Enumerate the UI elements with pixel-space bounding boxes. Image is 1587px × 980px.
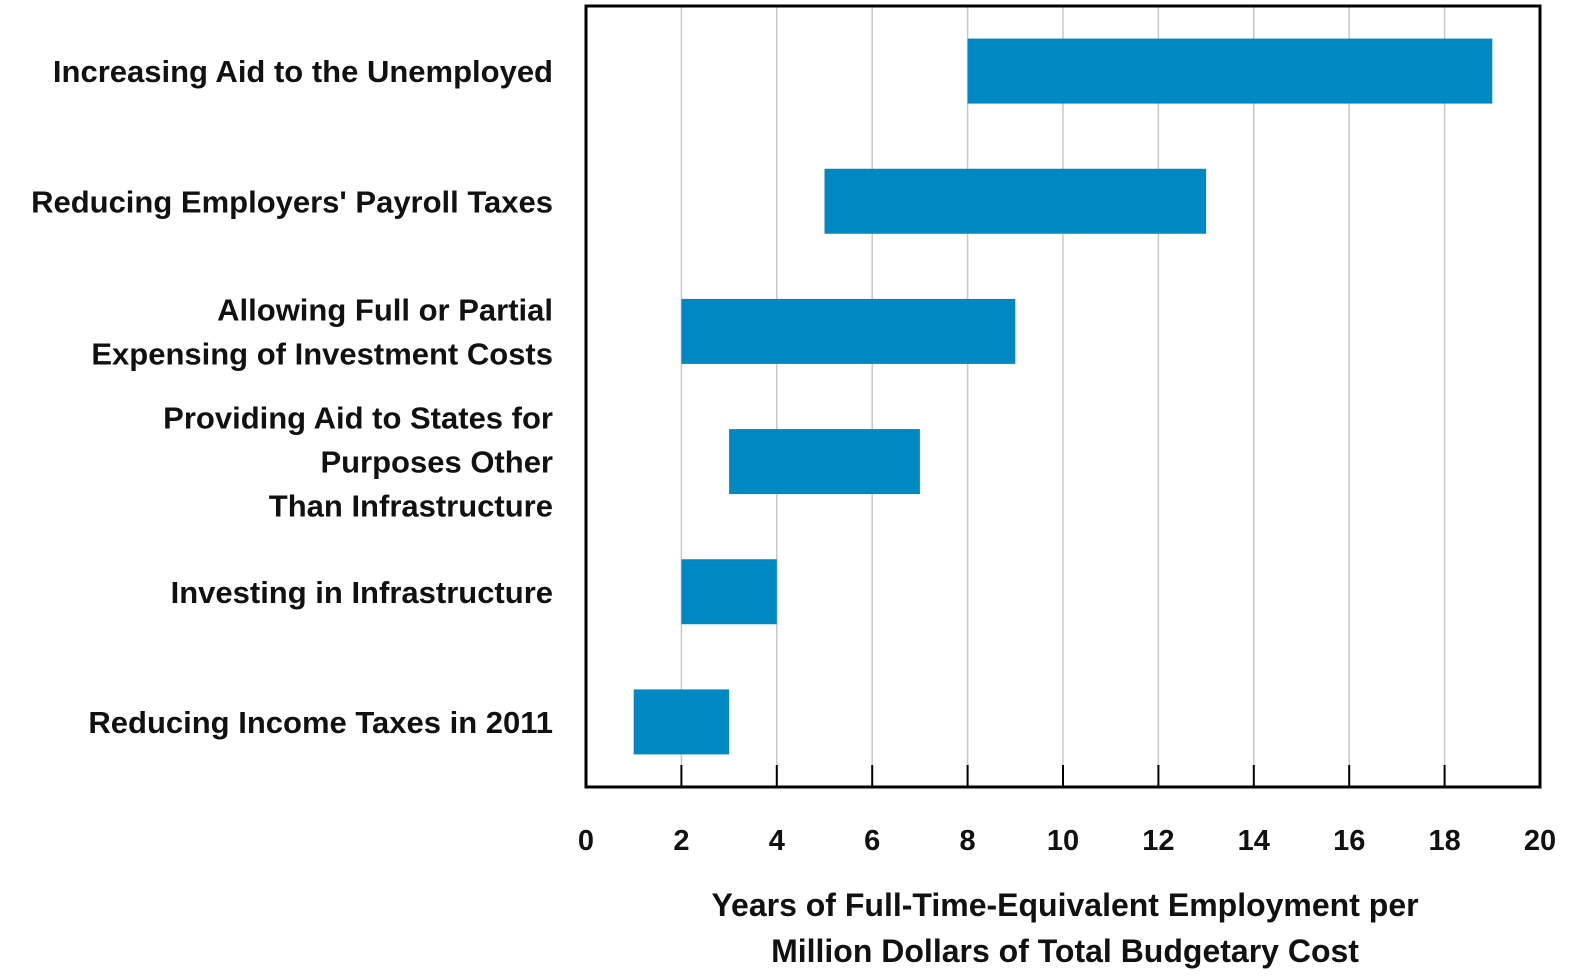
x-axis-title-line: Million Dollars of Total Budgetary Cost bbox=[771, 933, 1359, 969]
bar bbox=[824, 168, 1207, 234]
x-tick-label: 2 bbox=[673, 825, 689, 857]
category-label: Purposes Other bbox=[320, 445, 553, 480]
category-label: Than Infrastructure bbox=[269, 489, 553, 524]
x-tick-label: 12 bbox=[1142, 825, 1174, 857]
bar bbox=[681, 298, 1016, 364]
x-tick-label: 14 bbox=[1238, 825, 1270, 857]
category-label: Reducing Employers' Payroll Taxes bbox=[31, 184, 553, 219]
x-tick-label: 20 bbox=[1524, 825, 1556, 857]
x-axis-title-line: Years of Full-Time-Equivalent Employment… bbox=[711, 887, 1418, 923]
category-label: Allowing Full or Partial bbox=[217, 292, 553, 327]
x-tick-label: 6 bbox=[864, 825, 880, 857]
category-label: Reducing Income Taxes in 2011 bbox=[88, 705, 553, 740]
x-tick-label: 16 bbox=[1333, 825, 1365, 857]
x-tick-label: 0 bbox=[578, 825, 594, 857]
plot-border bbox=[584, 4, 1542, 789]
x-tick-label: 8 bbox=[960, 825, 976, 857]
x-tick-labels: 0 2 4 6 8 10 12 14 16 18 20 bbox=[578, 825, 1556, 857]
plot-frame bbox=[584, 4, 1542, 789]
bar bbox=[681, 559, 777, 625]
category-label: Increasing Aid to the Unemployed bbox=[53, 54, 553, 89]
category-label: Expensing of Investment Costs bbox=[91, 336, 553, 371]
x-axis-title: Years of Full-Time-Equivalent Employment… bbox=[711, 887, 1418, 969]
category-label: Investing in Infrastructure bbox=[171, 575, 553, 610]
bar bbox=[729, 429, 920, 495]
x-tick-label: 18 bbox=[1428, 825, 1460, 857]
gridlines bbox=[680, 6, 1446, 787]
bars bbox=[633, 38, 1493, 755]
x-tick-label: 10 bbox=[1047, 825, 1079, 857]
bar bbox=[967, 38, 1493, 104]
category-labels: Increasing Aid to the Unemployed Reducing… bbox=[31, 54, 553, 740]
bar bbox=[633, 689, 730, 755]
x-tick-label: 4 bbox=[769, 825, 785, 857]
category-label: Providing Aid to States for bbox=[163, 401, 553, 436]
